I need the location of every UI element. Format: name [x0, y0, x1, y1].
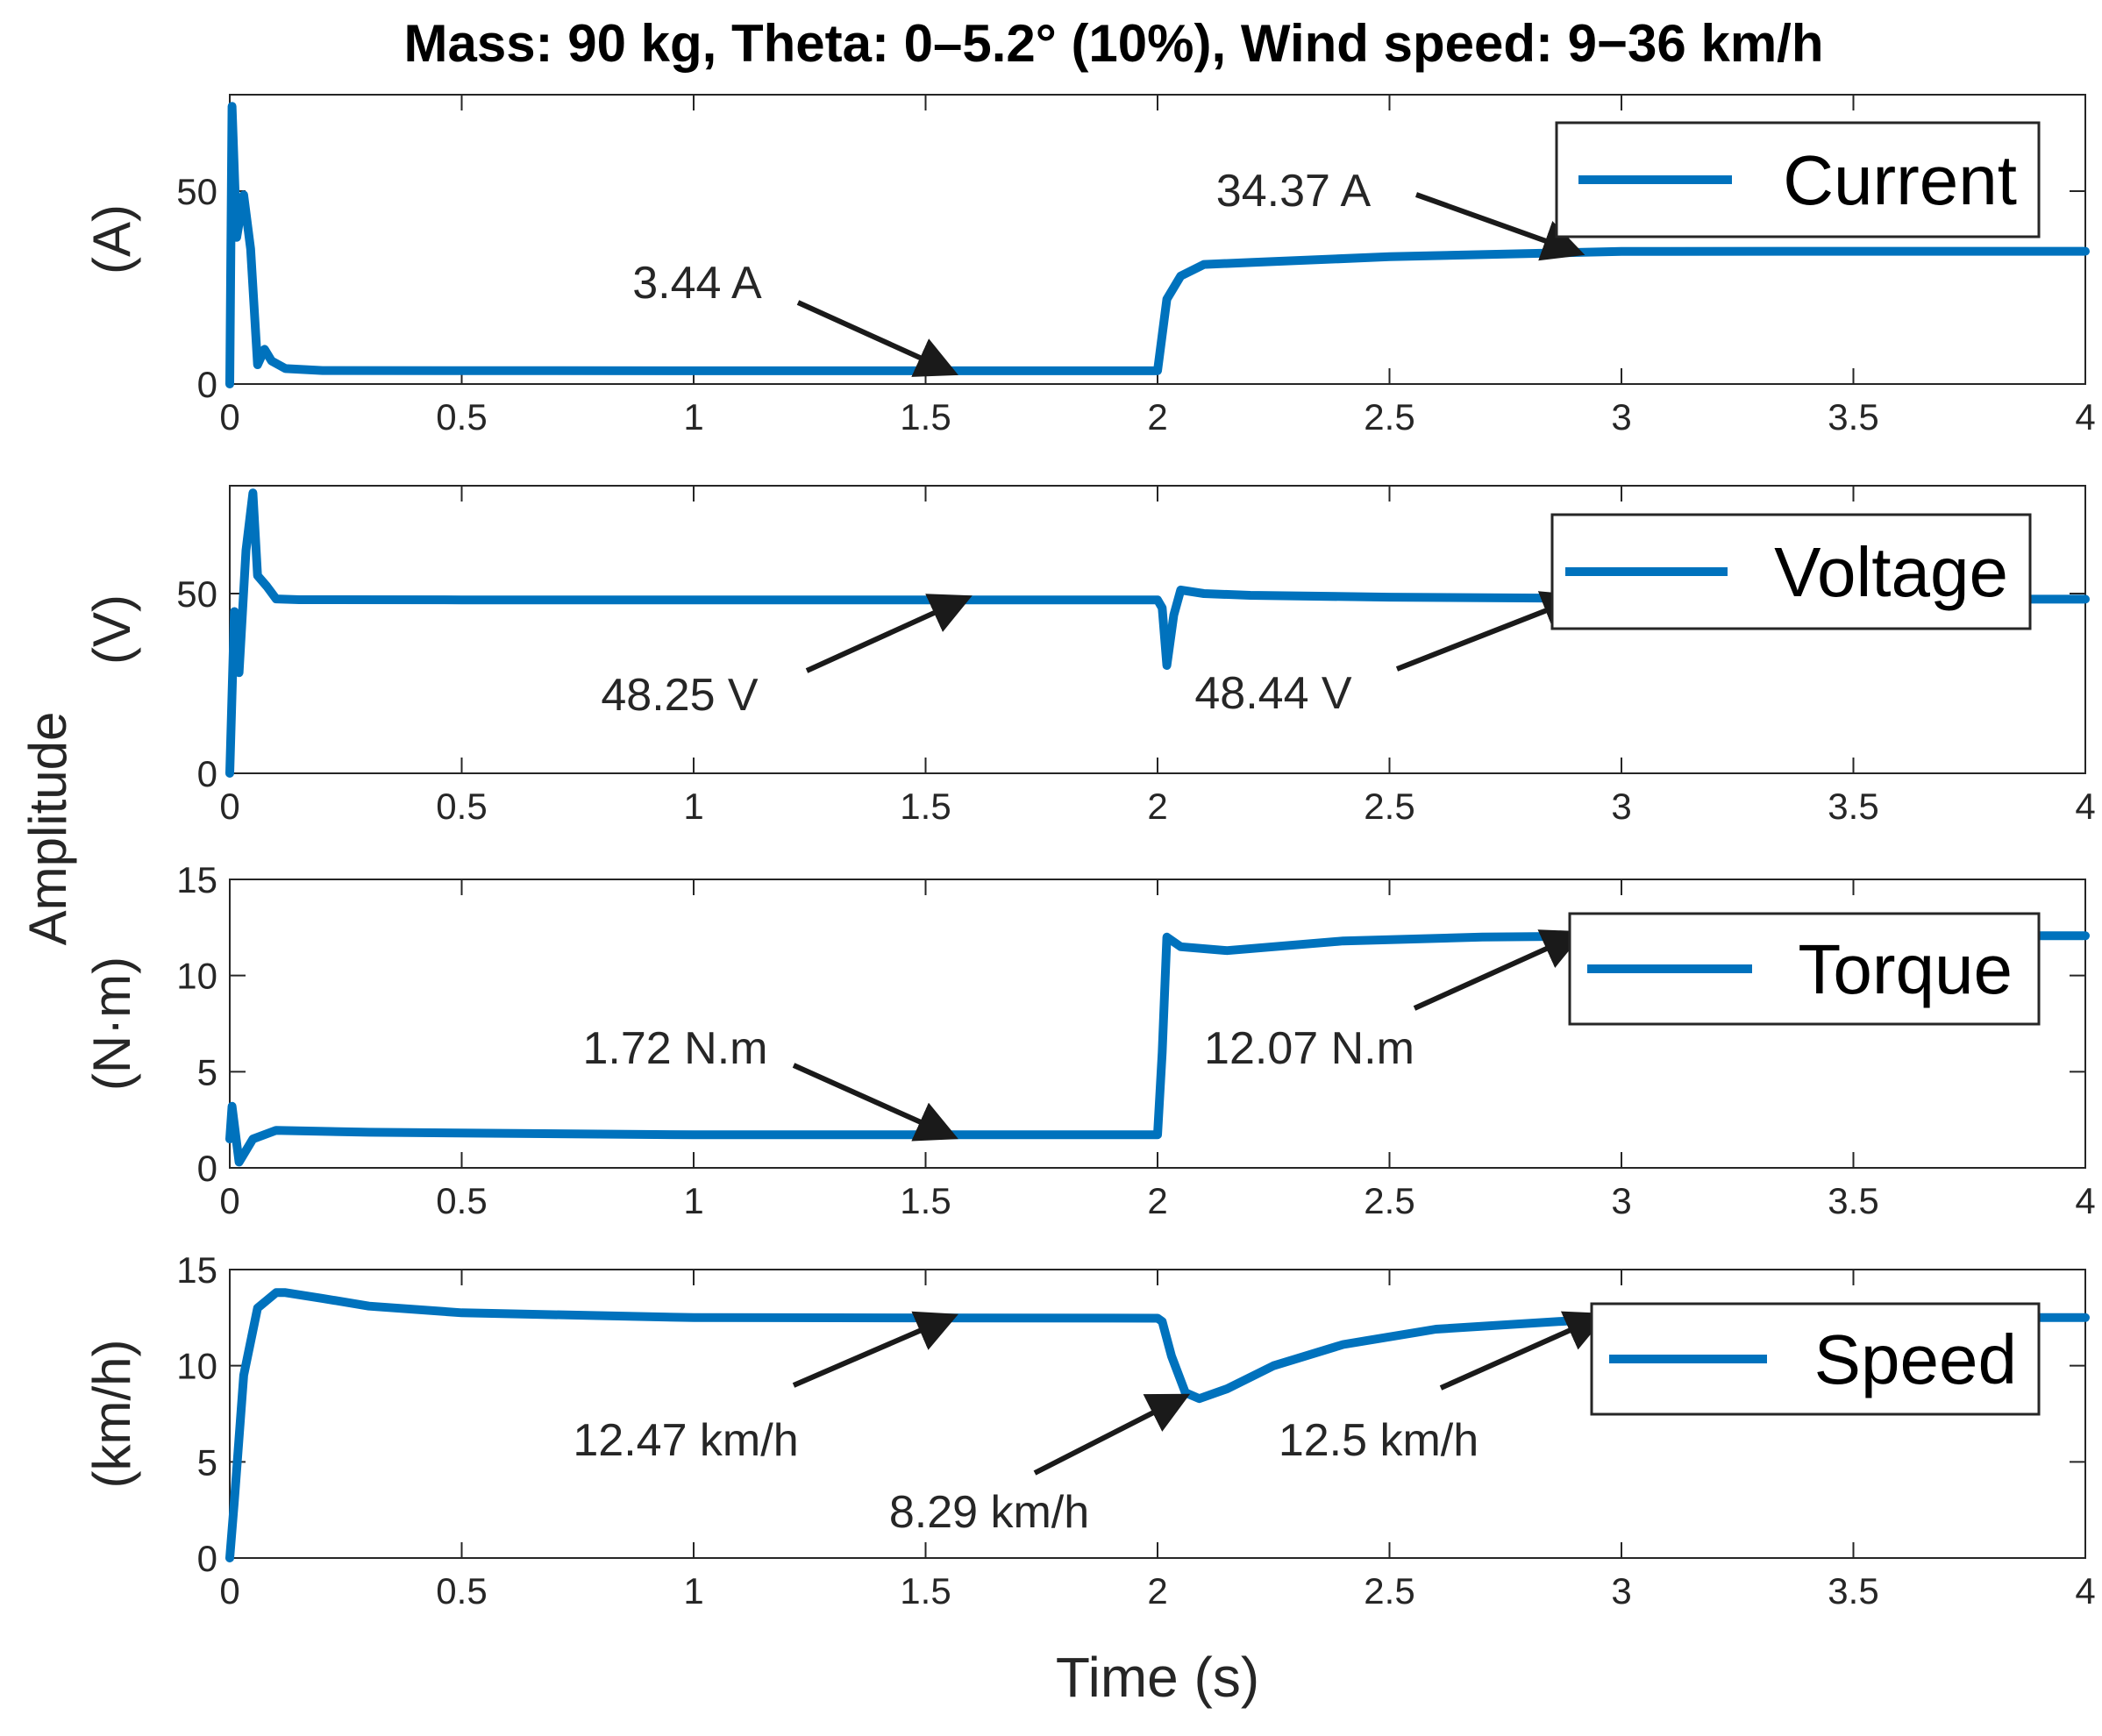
x-tick-label: 1 — [683, 1570, 703, 1611]
legend-label: Torque — [1798, 930, 2013, 1008]
legend-current: Current — [1555, 121, 2041, 238]
annotation-label: 1.72 N.m — [583, 1023, 768, 1074]
annotation-label: 12.47 km/h — [573, 1415, 798, 1466]
panel-current: 0 0.5 1 1.5 2 2.5 3 3.5 4 0 50 (A) 3.44 A 34.37 A Curr… — [82, 94, 2096, 438]
x-tick-label: 0 — [219, 396, 239, 438]
x-tick-label: 4 — [2075, 1180, 2095, 1221]
x-tick-label: 2.5 — [1364, 1570, 1414, 1611]
annotation-arrow — [792, 1063, 958, 1142]
legend-torque: Torque — [1568, 912, 2041, 1026]
y-axis-label-voltage: (V) — [82, 594, 141, 665]
x-tick-label: 2 — [1147, 786, 1167, 827]
x-tick-label: 2.5 — [1364, 786, 1414, 827]
annotation-label: 48.44 V — [1194, 668, 1352, 719]
x-tick-label: 0 — [219, 1180, 239, 1221]
y-axis-label-current: (A) — [82, 204, 141, 274]
annotation-arrow — [792, 1311, 958, 1388]
x-tick-label: 1.5 — [900, 786, 951, 827]
annotation-label: 48.25 V — [601, 670, 759, 721]
legend-label: Current — [1783, 141, 2017, 219]
x-tick-label: 1 — [683, 1180, 703, 1221]
annotation-label: 8.29 km/h — [889, 1487, 1089, 1538]
x-tick-label: 1.5 — [900, 1180, 951, 1221]
panel-voltage: 0 0.5 1 1.5 2 2.5 3 3.5 4 0 50 (V) 48.25 V 48.44 V Vol… — [82, 485, 2096, 827]
series-line-torque — [225, 931, 2090, 1167]
annotation-label: 12.07 N.m — [1204, 1023, 1414, 1074]
y-tick-label: 50 — [176, 573, 217, 615]
y-tick-label: 0 — [197, 1538, 217, 1579]
x-tick-label: 3 — [1611, 786, 1631, 827]
x-tick-label: 3 — [1611, 1570, 1631, 1611]
x-tick-label: 3.5 — [1828, 786, 1878, 827]
x-tick-label: 4 — [2075, 1570, 2095, 1611]
legend-voltage: Voltage — [1550, 513, 2032, 630]
annotation-label: 3.44 A — [632, 258, 762, 309]
x-tick-label: 0.5 — [436, 1570, 487, 1611]
y-tick-label: 10 — [176, 956, 217, 997]
x-tick-label: 1 — [683, 396, 703, 438]
y-tick-label: 10 — [176, 1346, 217, 1387]
x-tick-label: 2 — [1147, 1570, 1167, 1611]
annotation-arrow — [796, 300, 958, 377]
panel-torque: 0 0.5 1 1.5 2 2.5 3 3.5 4 0 5 10 15 (N·m) 1.72 N.m 12.0… — [82, 859, 2096, 1221]
x-tick-label: 2.5 — [1364, 396, 1414, 438]
annotation-arrow — [1439, 1311, 1608, 1391]
x-tick-label: 0.5 — [436, 396, 487, 438]
x-tick-label: 0.5 — [436, 1180, 487, 1221]
x-tick-label: 4 — [2075, 396, 2095, 438]
annotation-arrow — [805, 594, 973, 673]
x-tick-label: 0 — [219, 1570, 239, 1611]
x-tick-label: 4 — [2075, 786, 2095, 827]
x-tick-label: 1 — [683, 786, 703, 827]
annotation-arrow — [1414, 192, 1585, 261]
y-tick-label: 50 — [176, 171, 217, 212]
x-tick-label: 1.5 — [900, 396, 951, 438]
x-tick-label: 2.5 — [1364, 1180, 1414, 1221]
legend-box — [1590, 1302, 2041, 1416]
annotation-arrow — [1413, 929, 1585, 1011]
x-tick-label: 3.5 — [1828, 396, 1878, 438]
x-tick-label: 1.5 — [900, 1570, 951, 1611]
y-tick-label: 0 — [197, 1148, 217, 1189]
x-tick-label: 3 — [1611, 1180, 1631, 1221]
legend-label: Voltage — [1774, 533, 2008, 611]
y-axis-label-speed: (km/h) — [82, 1340, 141, 1489]
panel-speed: 0 0.5 1 1.5 2 2.5 3 3.5 4 0 5 10 15 (km/h) 12.47 km/h 8… — [82, 1249, 2096, 1611]
x-tick-label: 2 — [1147, 1180, 1167, 1221]
x-tick-label: 0 — [219, 786, 239, 827]
chart-title: Mass: 90 kg, Theta: 0–5.2° (10%), Wind s… — [403, 14, 1823, 73]
x-axis-label: Time (s) — [1056, 1646, 1259, 1709]
legend-speed: Speed — [1590, 1302, 2041, 1416]
annotation-arrow — [1033, 1393, 1191, 1476]
annotation-label: 34.37 A — [1216, 166, 1372, 217]
annotation-label: 12.5 km/h — [1279, 1415, 1479, 1466]
y-tick-label: 5 — [197, 1051, 217, 1092]
series-line-speed — [225, 1288, 2090, 1562]
annotation-arrow — [1395, 591, 1585, 672]
y-tick-label: 5 — [197, 1441, 217, 1483]
x-tick-label: 2 — [1147, 396, 1167, 438]
y-tick-label: 0 — [197, 364, 217, 405]
x-tick-label: 0.5 — [436, 786, 487, 827]
x-tick-label: 3.5 — [1828, 1180, 1878, 1221]
y-tick-label: 0 — [197, 753, 217, 794]
series-line-current — [225, 102, 2090, 388]
shared-y-axis-label: Amplitude — [18, 712, 77, 946]
x-tick-label: 3.5 — [1828, 1570, 1878, 1611]
y-tick-label: 15 — [176, 859, 217, 900]
y-axis-label-torque: (N·m) — [82, 957, 141, 1091]
legend-label: Speed — [1814, 1320, 2017, 1398]
x-tick-label: 3 — [1611, 396, 1631, 438]
y-tick-label: 15 — [176, 1249, 217, 1291]
